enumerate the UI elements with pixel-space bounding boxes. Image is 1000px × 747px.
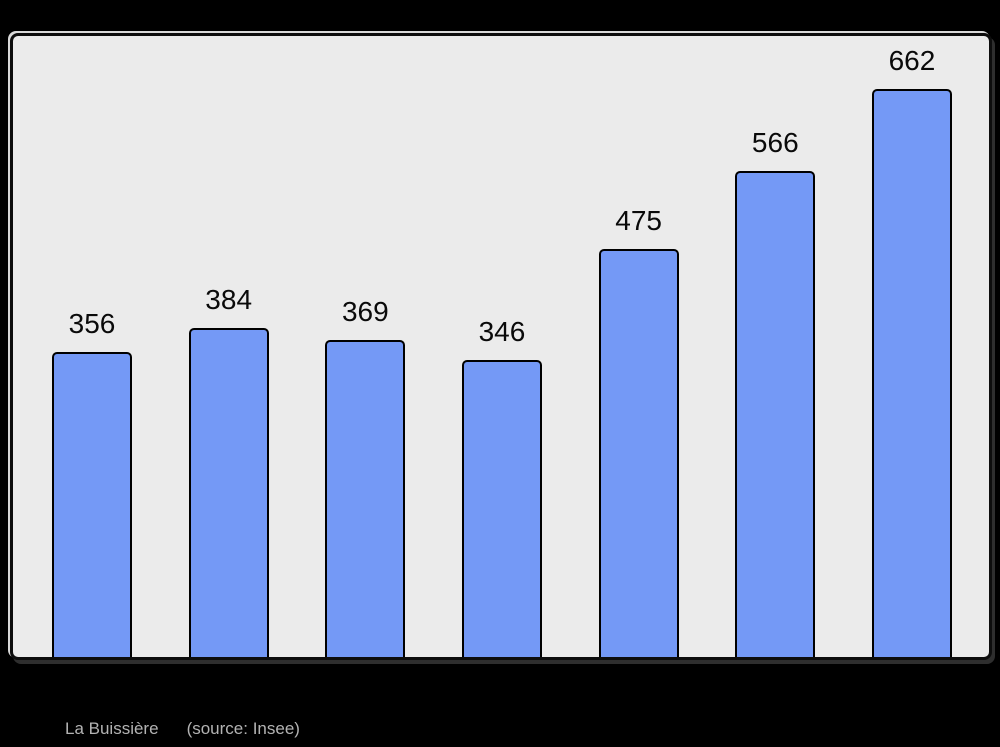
bar bbox=[52, 352, 132, 657]
bar bbox=[461, 360, 542, 657]
bar-value-label: 369 bbox=[341, 296, 389, 327]
bar bbox=[325, 340, 406, 657]
bar-slot: 369 bbox=[325, 296, 406, 657]
bar bbox=[598, 249, 679, 657]
bar-slot: 475 bbox=[598, 205, 679, 657]
bar-slot: 346 bbox=[461, 316, 542, 657]
bars-row: 356 384 369 346 475 566 662 bbox=[13, 47, 989, 657]
bar-value-label: 566 bbox=[751, 127, 799, 158]
bar-slot: 662 bbox=[871, 45, 952, 657]
bar-slot: 356 bbox=[52, 310, 132, 657]
caption-title: La Buissière bbox=[65, 719, 159, 738]
bar-slot: 566 bbox=[735, 127, 816, 657]
bar-slot: 384 bbox=[188, 284, 269, 657]
bar bbox=[871, 89, 952, 657]
bar bbox=[735, 171, 816, 657]
bar-value-label: 356 bbox=[68, 308, 116, 339]
bar bbox=[188, 328, 269, 657]
chart-caption: La Buissière (source: Insee) bbox=[65, 719, 300, 739]
bar-value-label: 475 bbox=[615, 205, 662, 236]
chart-frame: 356 384 369 346 475 566 662 bbox=[10, 33, 992, 660]
caption-source: (source: Insee) bbox=[186, 719, 300, 738]
bar-value-label: 346 bbox=[478, 316, 526, 347]
bar-value-label: 384 bbox=[205, 284, 253, 315]
bar-value-label: 662 bbox=[888, 45, 936, 76]
